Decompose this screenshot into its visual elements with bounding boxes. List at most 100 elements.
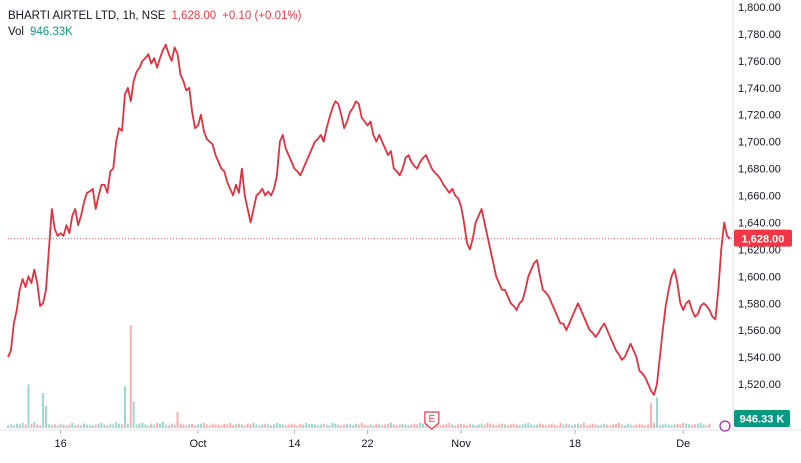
volume-bar [357, 424, 360, 428]
volume-bar [135, 424, 138, 428]
volume-bar [664, 423, 667, 428]
volume-bar [30, 423, 33, 428]
volume-bar [235, 424, 237, 428]
go-to-realtime-icon[interactable] [719, 420, 731, 432]
y-tick-label: 1,800.00 [738, 2, 781, 14]
price-change: +0.10 (+0.01%) [222, 10, 302, 22]
volume-bar [442, 424, 445, 428]
volume-bar [308, 424, 311, 428]
volume-bar [556, 425, 559, 428]
volume-bar [579, 424, 582, 428]
volume-bar [232, 425, 235, 428]
volume-bar [635, 424, 638, 428]
volume-bar [571, 425, 574, 428]
volume-bar [463, 424, 465, 428]
volume-bar [161, 421, 164, 428]
volume-bar [524, 423, 527, 428]
volume-bar [533, 425, 536, 428]
volume-bar [696, 423, 699, 428]
volume-bar [199, 423, 202, 428]
volume-bar [483, 424, 486, 428]
y-tick-label: 1,760.00 [738, 56, 781, 68]
volume-bar [615, 423, 617, 428]
volume-bar [360, 422, 363, 428]
volume-bar [425, 424, 427, 428]
volume-bar [422, 423, 425, 428]
volume-bar [410, 424, 413, 428]
volume-bar [258, 425, 261, 428]
volume-bar [281, 424, 284, 428]
volume-bar [541, 424, 544, 428]
volume-bar [699, 422, 702, 428]
volume-bar [565, 423, 568, 428]
volume-bar [24, 424, 27, 428]
volume-bar [311, 423, 313, 428]
volume-bar [632, 425, 635, 428]
volume-bar [337, 424, 340, 428]
volume-bar [670, 425, 673, 428]
volume-bar [512, 423, 515, 428]
y-tick-label: 1,640.00 [738, 217, 781, 229]
volume-bar [328, 425, 331, 428]
volume-bar [644, 425, 647, 428]
volume-bar [372, 425, 375, 428]
volume-bar [474, 425, 477, 428]
volume-bar [375, 423, 378, 428]
y-tick-label: 1,780.00 [738, 29, 781, 41]
x-tick-label: 16 [54, 438, 66, 450]
volume-bar [205, 424, 208, 428]
volume-bar [661, 424, 664, 428]
volume-bar [620, 424, 623, 428]
earnings-marker[interactable] [424, 411, 440, 430]
volume-bar [606, 424, 609, 428]
volume-bar [173, 424, 176, 428]
volume-bar [164, 424, 167, 428]
volume-bar [685, 423, 688, 428]
volume-bar [591, 423, 594, 428]
volume-bar [489, 423, 492, 428]
volume-bar [270, 425, 273, 428]
volume-bar [562, 424, 565, 428]
volume-bar [392, 424, 395, 428]
volume-bar [150, 423, 153, 428]
volume-bar [97, 423, 100, 428]
volume-bar [319, 424, 322, 428]
volume-bar [220, 425, 223, 428]
volume-bar [179, 423, 182, 428]
volume-bar [626, 423, 629, 428]
volume-bar [42, 393, 45, 428]
volume-bar [623, 425, 626, 428]
volume-bar [267, 424, 270, 428]
volume-bar [346, 423, 349, 428]
volume-bar [103, 424, 106, 428]
volume-bar [322, 423, 325, 428]
symbol-title[interactable]: BHARTI AIRTEL LTD, 1h, NSE [8, 10, 166, 22]
volume-bar [153, 424, 156, 428]
volume-bar [305, 422, 308, 428]
volume-bar [568, 424, 571, 428]
volume-bar [243, 425, 246, 428]
volume-bar [477, 424, 480, 428]
volume-bar [191, 423, 194, 428]
volume-bar [237, 423, 240, 428]
x-tick-label: 22 [361, 438, 373, 450]
volume-bar [471, 424, 474, 428]
volume-bar [340, 425, 343, 428]
volume-bar [138, 423, 141, 428]
volume-bar [354, 423, 357, 428]
volume-bar [115, 421, 118, 428]
volume-axis-label-text: 946.33 K [740, 414, 785, 426]
volume-bar [667, 424, 670, 428]
volume-bar [182, 424, 185, 428]
volume-bar [170, 423, 173, 428]
volume-bar [217, 424, 220, 428]
volume-bar [676, 423, 679, 428]
volume-bar [457, 424, 460, 428]
volume-bar [88, 425, 91, 428]
volume-bar [708, 423, 711, 428]
volume-bar [293, 424, 296, 428]
volume-bar [384, 424, 387, 428]
volume-bar [398, 424, 401, 428]
volume-bar [132, 401, 135, 428]
